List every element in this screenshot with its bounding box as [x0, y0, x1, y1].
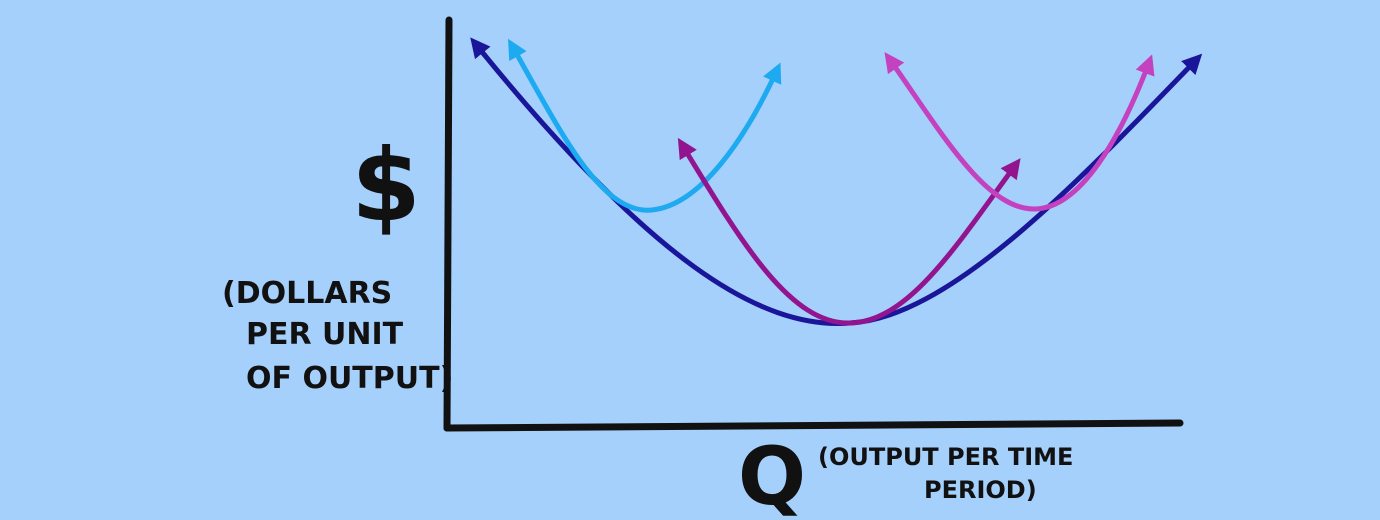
y-axis-label-line-3: OF OUTPUT)	[246, 361, 453, 396]
short-run-cost-curve-right	[884, 52, 1155, 212]
x-axis-line	[443, 419, 1184, 432]
x-axis-label-line-1: (OUTPUT PER TIME	[818, 443, 1073, 471]
y-axis-line	[443, 16, 453, 432]
short-run-cost-curve-middle	[677, 137, 1021, 326]
short-run-cost-curve-left	[508, 38, 782, 213]
long-run-cost-curve	[470, 37, 1203, 326]
y-axis-label-line-1: (DOLLARS	[222, 276, 392, 311]
x-axis-symbol: Q	[738, 430, 806, 520]
x-axis-label-line-2: PERIOD)	[924, 476, 1037, 504]
y-axis-label-line-2: PER UNIT	[246, 317, 404, 352]
y-axis-symbol: $	[351, 127, 421, 244]
